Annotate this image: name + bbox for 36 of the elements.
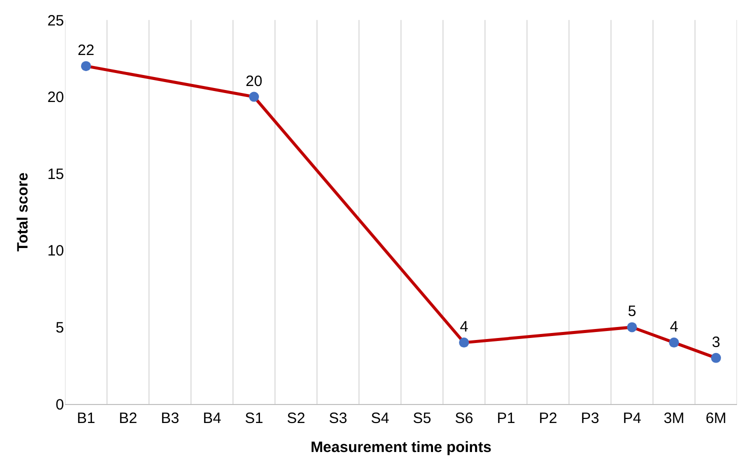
x-tick-label: S4	[370, 410, 390, 427]
y-tick-label: 25	[47, 12, 64, 30]
data-label: 4	[670, 318, 678, 336]
point	[627, 322, 637, 332]
point	[669, 338, 679, 348]
y-tick-label: 15	[47, 166, 64, 183]
data-label: 5	[628, 303, 636, 320]
x-tick-label: 3M	[664, 410, 684, 427]
point	[459, 338, 469, 348]
x-tick-label: S2	[286, 410, 306, 427]
y-tick-label: 0	[56, 396, 64, 414]
data-label: 3	[712, 334, 720, 351]
x-tick-label: B4	[202, 410, 222, 427]
x-tick-label: B1	[76, 410, 96, 427]
x-tick-label: B3	[160, 410, 180, 427]
x-tick-label: P1	[496, 410, 516, 427]
y-tick-label: 5	[56, 319, 64, 336]
data-label: 20	[246, 72, 262, 90]
point	[711, 352, 721, 363]
x-tick-label: P3	[580, 410, 600, 427]
y-tick-label: 10	[47, 242, 64, 260]
y-axis-title: Total score	[14, 172, 32, 252]
x-tick-label: P2	[538, 410, 558, 427]
point	[249, 92, 259, 102]
y-tick-label: 20	[47, 89, 64, 106]
data-label: 4	[460, 318, 468, 336]
x-tick-label: S1	[244, 410, 264, 427]
data-label: 22	[78, 42, 94, 60]
x-axis-title: Measurement time points	[310, 439, 492, 456]
x-tick-label: S6	[454, 410, 474, 427]
x-tick-label: B2	[118, 410, 138, 427]
x-tick-label: S3	[328, 410, 348, 427]
x-tick-label: 6M	[706, 410, 726, 427]
x-tick-label: P4	[622, 410, 642, 427]
x-tick-label: S5	[412, 410, 432, 427]
point	[81, 61, 91, 72]
